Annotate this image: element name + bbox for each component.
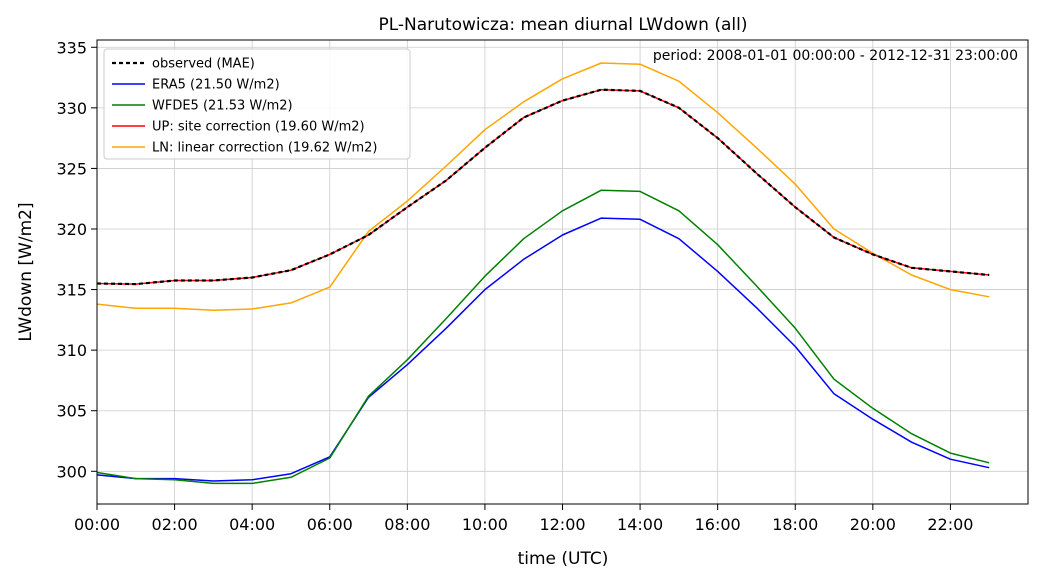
y-axis-label: LWdown [W/m2] [16, 202, 36, 341]
series-line-2 [96, 189, 990, 485]
legend-label-0: observed (MAE) [152, 57, 255, 72]
series-layer [96, 62, 990, 485]
legend-label-3: UP: site correction (19.60 W/m2) [152, 120, 365, 135]
y-tick-label: 320 [56, 220, 87, 239]
x-tick-label: 08:00 [384, 515, 430, 534]
x-tick-label: 12:00 [539, 515, 585, 534]
y-tick-label: 315 [56, 281, 87, 300]
chart-title: PL-Narutowicza: mean diurnal LWdown (all… [378, 15, 747, 35]
x-tick-label: 18:00 [772, 515, 818, 534]
legend-frame [103, 48, 411, 160]
x-tick-label: 14:00 [617, 515, 663, 534]
series-line-4 [96, 62, 990, 311]
x-tick-label: 00:00 [74, 515, 120, 534]
x-tick-label: 02:00 [152, 515, 198, 534]
y-tick-label: 325 [56, 159, 87, 178]
y-tick-label: 305 [56, 402, 87, 421]
legend-label-4: LN: linear correction (19.62 W/m2) [152, 141, 378, 156]
legend-label-1: ERA5 (21.50 W/m2) [152, 78, 280, 93]
y-tick-label: 335 [56, 38, 87, 57]
y-tick-label: 310 [56, 341, 87, 360]
y-axis: 300 305 310 315 320 325 330 335 [56, 38, 97, 481]
y-tick-label: 300 [56, 462, 87, 481]
series-line-0 [96, 88, 990, 286]
x-tick-label: 04:00 [229, 515, 275, 534]
x-tick-label: 16:00 [695, 515, 741, 534]
period-annotation: period: 2008-01-01 00:00:00 - 2012-12-31… [653, 48, 1018, 64]
x-tick-label: 22:00 [927, 515, 973, 534]
x-axis: 00:00 02:00 04:00 06:00 08:00 10:00 12:00 14:00… [74, 504, 973, 534]
x-tick-label: 06:00 [307, 515, 353, 534]
series-line-1 [96, 217, 990, 482]
legend-label-2: WFDE5 (21.53 W/m2) [152, 99, 293, 114]
x-tick-label: 20:00 [850, 515, 896, 534]
x-axis-label: time (UTC) [518, 549, 609, 569]
y-tick-label: 330 [56, 99, 87, 118]
legend: observed (MAE) ERA5 (21.50 W/m2) WFDE5 (21… [103, 48, 411, 160]
x-tick-label: 10:00 [462, 515, 508, 534]
